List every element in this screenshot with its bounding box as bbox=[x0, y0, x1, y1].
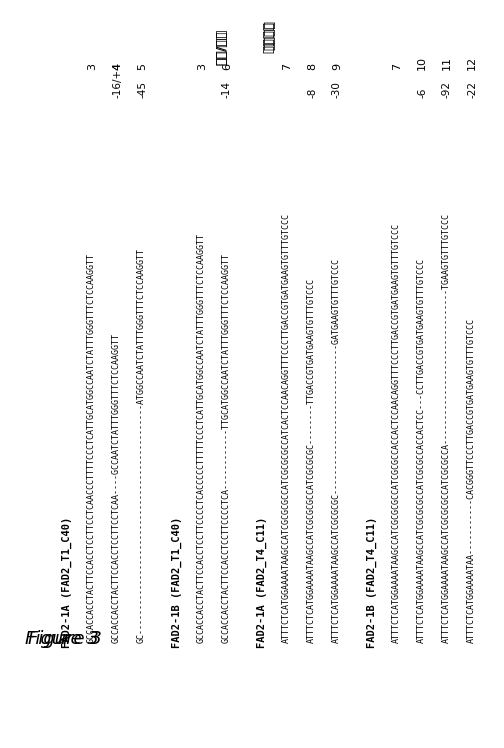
Text: -92: -92 bbox=[442, 81, 452, 98]
Text: FAD2-1B (FAD2_T4_C11): FAD2-1B (FAD2_T4_C11) bbox=[367, 517, 377, 648]
Text: ATTTCTCATGGAAAATAAGCCATCGCGCGCCATCGCGCCA-------------------------------TGAAGTGTT: ATTTCTCATGGAAAATAAGCCATCGCGCGCCATCGCGCCA… bbox=[442, 213, 451, 643]
Text: -8: -8 bbox=[307, 88, 317, 98]
Text: 4: 4 bbox=[112, 63, 122, 70]
Text: -14: -14 bbox=[222, 81, 232, 98]
Text: FAD2-1B (FAD2_T1_C40): FAD2-1B (FAD2_T1_C40) bbox=[172, 517, 182, 648]
Text: GCCACCACCTACTTCCACCTCCTTCCCCTCA------------TTGCATGGCCAATCTATTTGGGTTTCTCCAAGGTT: GCCACCACCTACTTCCACCTCCTTCCCCTCA---------… bbox=[222, 253, 231, 643]
Text: Figure 3: Figure 3 bbox=[28, 630, 102, 648]
Text: 配列番号: 配列番号 bbox=[263, 20, 276, 50]
Text: ATTTCTCATGGAAAATAAGCCATCGCGCGC------------------------------GATGAAGTGTTTGTCCC: ATTTCTCATGGAAAATAAGCCATCGCGCGC----------… bbox=[332, 258, 341, 643]
Text: -45: -45 bbox=[137, 81, 147, 98]
Text: ATTTCTCATGGAAAATAAGCCATCGCGCGCCATCGCGCGCCATCACTCCAACAGGTTTCCCTTGACCGTGATGAAGTGTT: ATTTCTCATGGAAAATAAGCCATCGCGCGCCATCGCGCGC… bbox=[282, 213, 291, 643]
Text: -22: -22 bbox=[467, 81, 477, 98]
Text: 7: 7 bbox=[392, 63, 402, 70]
Text: ATTTCTCATGGAAAATAA-----------CACGGGTTCCCTTGACCGTGATGAAGTGTTTGTCCC: ATTTCTCATGGAAAATAA-----------CACGGGTTCCC… bbox=[467, 318, 476, 643]
Text: 8: 8 bbox=[307, 63, 317, 70]
Text: Figure 3: Figure 3 bbox=[25, 630, 99, 648]
Text: 3: 3 bbox=[197, 63, 207, 70]
Text: 欠失/挿入: 欠失/挿入 bbox=[215, 28, 228, 65]
Text: 6: 6 bbox=[222, 63, 232, 70]
Text: GCCACCACCTACTTCCACCTCCTTCCTCAA----GCCAATCTATTTGGGTTTCTCCAAGGTT: GCCACCACCTACTTCCACCTCCTTCCTCAA----GCCAAT… bbox=[112, 333, 121, 643]
Text: GCCACCACCTACTTCCACCTCCTTCCCCTCACCCCCTTTTTCCCTCATTGCATGGCCAATCTATTTGGGTTTCTCCAAGG: GCCACCACCTACTTCCACCTCCTTCCCCTCACCCCCTTTT… bbox=[197, 233, 206, 643]
Text: 10: 10 bbox=[417, 56, 427, 70]
Text: 11: 11 bbox=[442, 56, 452, 70]
Text: -6: -6 bbox=[417, 88, 427, 98]
Text: FAD2-1A (FAD2_T4_C11): FAD2-1A (FAD2_T4_C11) bbox=[257, 517, 267, 648]
Text: 9: 9 bbox=[332, 63, 342, 70]
Text: ATTTCTCATGGAAAATAAGCCATCGCGCGCCATCGCGCCACCACTCCAACAGGTTTCCCTTGACCGTGATGAAGTGTTTG: ATTTCTCATGGAAAATAAGCCATCGCGCGCCATCGCGCCA… bbox=[392, 223, 401, 643]
Text: 欠失/挿入: 欠失/挿入 bbox=[215, 31, 228, 65]
Text: -16/+4: -16/+4 bbox=[112, 62, 122, 98]
Text: ATTTCTCATGGAAAATAAGCCATCGCGCGCCATCGCGCCACCACTCC---CCTTGACCGTGATGAAGTGTTTGTCCC: ATTTCTCATGGAAAATAAGCCATCGCGCGCCATCGCGCCA… bbox=[417, 258, 426, 643]
Text: GCCACCACCTACTTCCACCTCCTTCCTCAACCCTTTTCCCTCATTGCATGGCCAATCTATTTGGGTTTCTCCAAGGTT: GCCACCACCTACTTCCACCTCCTTCCTCAACCCTTTTCCC… bbox=[87, 253, 96, 643]
Text: 配列番号: 配列番号 bbox=[262, 21, 275, 53]
Text: FAD2-1A (FAD2_T1_C40): FAD2-1A (FAD2_T1_C40) bbox=[62, 517, 72, 648]
Text: 7: 7 bbox=[282, 63, 292, 70]
Text: -30: -30 bbox=[332, 81, 342, 98]
Text: 3: 3 bbox=[87, 63, 97, 70]
Text: GC----------------------------------------------ATGGCCAATCTATTTGGGTTTCTCCAAGGTT: GC--------------------------------------… bbox=[137, 248, 146, 643]
Text: ATTTCTCATGGAAAATAAGCCATCGCGCGCCATCGCGCGC--------TTGACCGTGATGAAGTGTTTGTCCC: ATTTCTCATGGAAAATAAGCCATCGCGCGCCATCGCGCGC… bbox=[307, 278, 316, 643]
Text: 12: 12 bbox=[467, 56, 477, 70]
Text: 5: 5 bbox=[137, 63, 147, 70]
